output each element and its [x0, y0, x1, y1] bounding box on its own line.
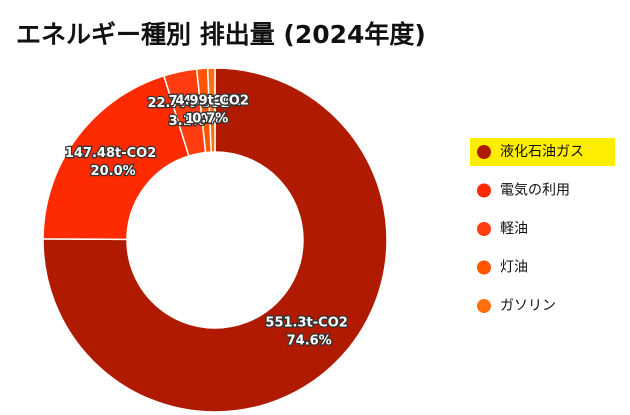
legend-marker [477, 145, 491, 159]
percent-label: 20.0% [91, 164, 136, 179]
percent-label: 1.0% [185, 112, 221, 127]
value-label: 7.49t-CO2 [169, 94, 242, 109]
legend-label: 灯油 [500, 260, 528, 276]
legend-label: 軽油 [500, 221, 528, 237]
value-label: 551.3t-CO2 [265, 316, 347, 331]
percent-label: 0.7% [192, 112, 228, 127]
legend-highlight [470, 138, 615, 166]
value-label: 4.99t-CO2 [176, 94, 249, 109]
legend-label: 液化石油ガス [500, 144, 584, 160]
donut-slice [42, 67, 388, 413]
legend-marker [477, 299, 491, 313]
donut-slice [42, 74, 190, 241]
legend-marker [477, 260, 491, 275]
legend-label: 電気の利用 [500, 183, 570, 199]
legend-marker [477, 183, 491, 198]
donut-slice [206, 67, 216, 153]
value-label: 147.48t-CO2 [65, 146, 156, 161]
percent-label: 3.1% [169, 114, 205, 129]
percent-label: 74.6% [287, 334, 332, 349]
legend-label: ガソリン [500, 298, 556, 314]
value-label: 22.77t-CO2 [147, 96, 229, 111]
chart-title: エネルギー種別 排出量 (2024年度) [16, 20, 426, 49]
legend-marker [477, 222, 491, 236]
